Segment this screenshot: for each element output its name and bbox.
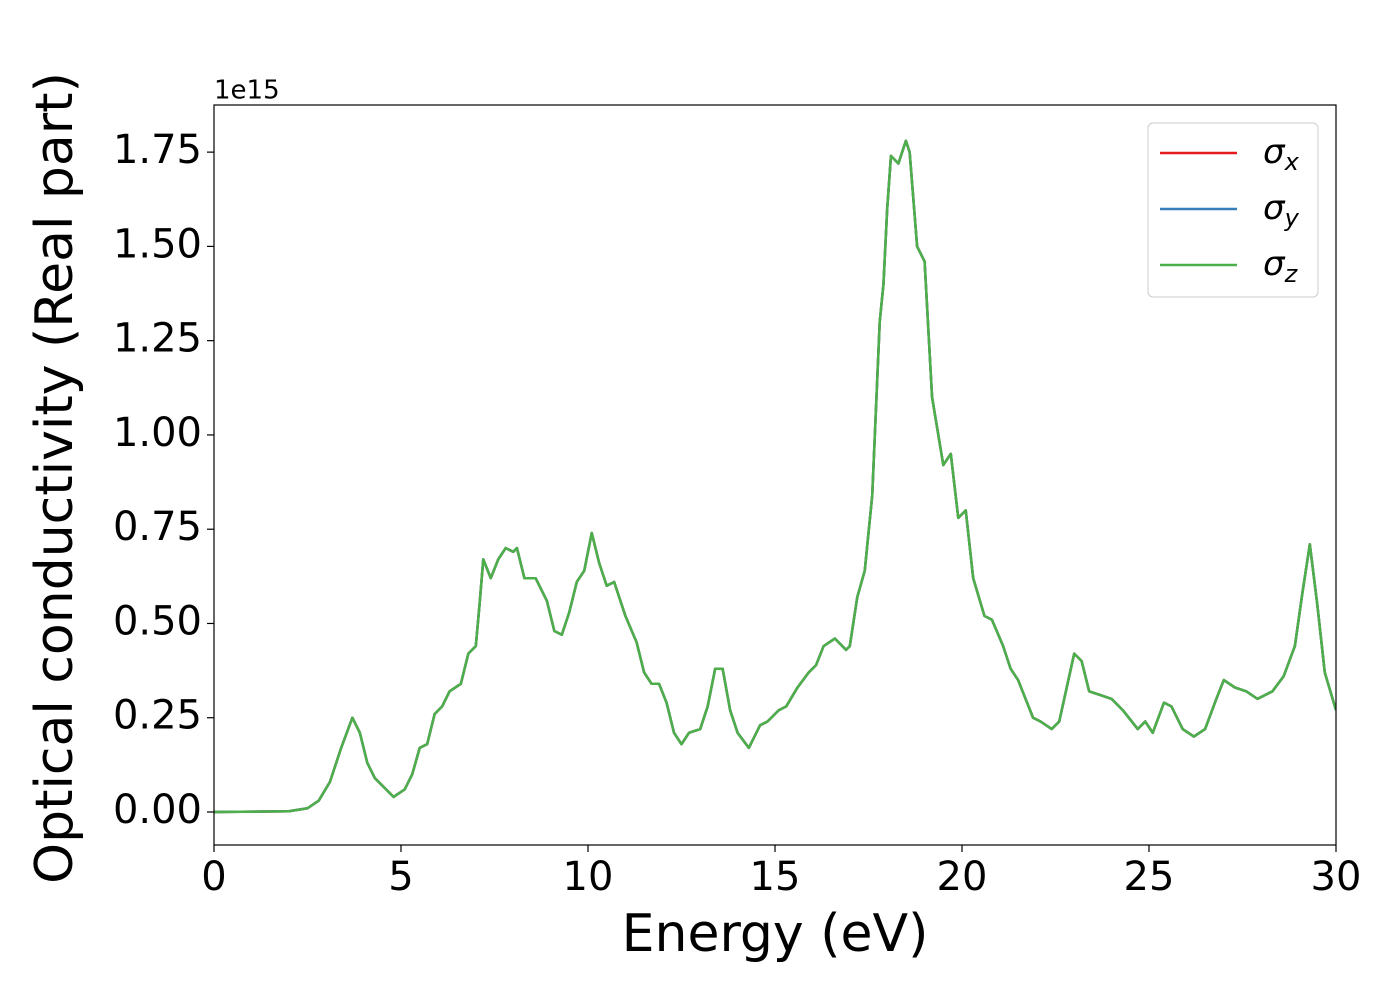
- x-tick-label: 20: [937, 854, 988, 900]
- x-tick-label: 15: [750, 854, 801, 900]
- legend-label: σz: [1263, 244, 1299, 289]
- y-tick-label: 0.00: [113, 787, 202, 833]
- legend-label: σy: [1263, 188, 1300, 233]
- y-tick-label: 0.50: [113, 598, 202, 644]
- y-offset-text: 1e15: [214, 76, 280, 106]
- x-axis-label: Energy (eV): [622, 904, 929, 964]
- y-tick-label: 0.75: [113, 504, 202, 550]
- y-axis-label: Optical conductivity (Real part): [25, 72, 85, 884]
- x-tick-label: 0: [201, 854, 226, 900]
- plot-lines: [214, 139, 1336, 814]
- y-tick-label: 1.50: [113, 221, 202, 267]
- series-line: [214, 139, 1336, 814]
- plot-frame: [213, 104, 1337, 846]
- x-tick-label: 30: [1311, 854, 1362, 900]
- y-tick-label: 1.00: [113, 410, 202, 456]
- y-tick-label: 1.75: [113, 127, 202, 173]
- x-tick-label: 25: [1124, 854, 1175, 900]
- x-tick-label: 10: [563, 854, 614, 900]
- x-tick-label: 5: [388, 854, 413, 900]
- y-tick-label: 1.25: [113, 316, 202, 362]
- legend-label: σx: [1263, 132, 1300, 177]
- y-tick-label: 0.25: [113, 693, 202, 739]
